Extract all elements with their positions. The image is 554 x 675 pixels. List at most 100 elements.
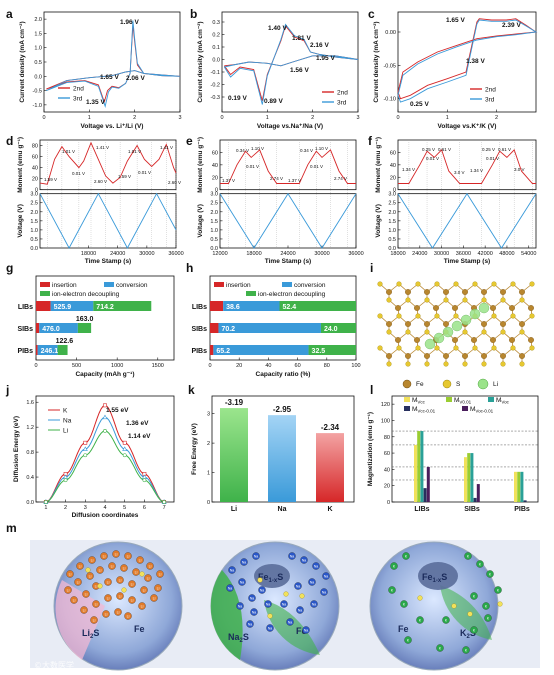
d-bottom-ytick-label: 0.0	[30, 246, 38, 252]
j-point-Na	[82, 446, 88, 451]
na-ion-label: Na	[288, 621, 293, 625]
fe-atom	[405, 321, 411, 327]
na-ion-label: Na	[302, 559, 307, 563]
g-legend-swatch	[104, 282, 114, 287]
na-ion	[250, 608, 258, 616]
k-ion	[462, 646, 470, 654]
j-legend-label: Li	[63, 428, 68, 435]
s-atom	[453, 313, 459, 319]
a-annotation: 2.06 V	[126, 75, 145, 82]
s-dot	[139, 571, 145, 577]
na-ion-label: Na	[266, 603, 271, 607]
a-xtick-label: 2	[133, 115, 136, 121]
s-atom	[424, 297, 430, 303]
d-annotation: 0.01 V	[138, 170, 151, 175]
j-annotation: 1.36 eV	[126, 420, 149, 427]
chart-d: 0 20 40 60 80 0.0 0.5 1.0 1.5 2.0 2.5 3.0 18000 24000…	[17, 137, 184, 265]
fe-atom	[424, 289, 430, 295]
f-top-ytick-label: 40	[390, 163, 396, 169]
e-bottom-ytick-label: 0.5	[210, 237, 218, 243]
k-value-label: -2.95	[273, 405, 292, 414]
na-ion	[280, 600, 288, 608]
li-ion-label: Li	[103, 555, 106, 559]
fe-atom	[414, 305, 420, 311]
na-ion	[246, 620, 254, 628]
j-annotation: 1.14 eV	[128, 433, 151, 440]
j-point-Li	[43, 500, 48, 504]
s-dot	[467, 611, 473, 617]
b-ytick-label: -0.3	[211, 95, 220, 101]
s-atom	[453, 345, 459, 351]
na-ion-label: Na	[290, 555, 295, 559]
li-ion	[70, 596, 78, 604]
d-bottom-ytick-label: 0.5	[30, 237, 38, 243]
a-legend-label: 3rd	[73, 96, 83, 103]
c-xtick-label: 1	[446, 115, 449, 121]
f-top-ytick-label: 60	[390, 150, 396, 156]
a-ytick-label: 0.5	[34, 60, 42, 66]
f-bottom-ytick-label: 1.5	[388, 219, 396, 225]
na-ion-label: Na	[248, 623, 253, 627]
d-xtick-label: 30000	[139, 251, 154, 257]
crystal-structure-panel: Fe S Li	[372, 278, 544, 390]
d-top-ytick-label: 40	[32, 166, 38, 172]
f-annotation: 0.01 V	[426, 156, 439, 161]
c-legend-label: 3rd	[485, 97, 495, 104]
g-bar-PIBs-2	[57, 345, 68, 355]
b-annotation: 0.19 V	[228, 95, 247, 102]
h-decoupling-label: 52.4	[282, 304, 296, 311]
li-ion-label: Li	[117, 611, 120, 615]
na2s-region	[210, 570, 243, 660]
j-xtick-label: 7	[163, 505, 166, 511]
k-ytick-label: 2	[207, 441, 210, 447]
na-ion	[320, 588, 328, 596]
g-bar-SIBs-2	[77, 323, 92, 333]
li-ion	[124, 552, 132, 560]
e-annotation: 1.10 V	[251, 146, 264, 151]
b-xtick-label: 0	[220, 115, 223, 121]
l-legend-swatch	[462, 406, 468, 411]
l-bar-PIBs-1	[517, 471, 521, 502]
f-ylabel-top: Moment (emu g⁻¹)	[375, 137, 382, 193]
k-bar-K	[316, 433, 344, 502]
s-atom	[415, 345, 421, 351]
chart-g: 0 500 1000 1500 LIBs 525.9 714.2 SIBs 476.0 163.0…	[17, 275, 175, 378]
na-ion-label: Na	[324, 575, 329, 579]
a-series-3rd	[46, 20, 181, 108]
k-ytick-label: 3	[207, 412, 210, 418]
s-atom	[443, 297, 449, 303]
a-ytick-label: -1.0	[33, 103, 42, 109]
e-annotation: 1.37 V	[288, 178, 301, 183]
j-series-Li	[45, 430, 165, 503]
li-ion-label: Li	[123, 567, 126, 571]
chart-e: 0 20 40 60 0.0 0.5 1.0 1.5 2.0 2.5 3.0 12000 18000 24…	[197, 137, 364, 265]
chart-c: 0 1 2 -0.10 -0.05 0.00 Voltage vs.K⁺/K (V) Curr…	[373, 11, 538, 130]
li-ion-label: Li	[127, 555, 130, 559]
na-ion	[264, 600, 272, 608]
li-ion	[120, 564, 128, 572]
fe-atom	[443, 289, 449, 295]
li-ion	[102, 610, 110, 618]
li-ion	[124, 612, 132, 620]
na-ion	[294, 582, 302, 590]
s-atom	[453, 281, 459, 287]
f-annotation: 0.25 V	[482, 147, 495, 152]
s-atom	[510, 345, 516, 351]
li-ion-label: Li	[91, 559, 94, 563]
na-ion	[266, 624, 274, 632]
k-ion	[494, 586, 502, 594]
fe-atom	[395, 305, 401, 311]
a-ytick-label: 1.5	[34, 31, 42, 37]
li-ion-label: Li	[139, 559, 142, 563]
li-ion-label: Li	[131, 599, 134, 603]
j-point-K	[83, 440, 88, 445]
g-conversion-label: 476.0	[42, 326, 60, 333]
k-ytick-label: 1	[207, 471, 210, 477]
s-atom	[424, 361, 430, 367]
li-ion	[146, 562, 154, 570]
s-dot	[497, 601, 503, 607]
s-dot	[299, 593, 305, 599]
g-bar-PIBs-1	[37, 345, 58, 355]
h-bar-LIBs-0	[210, 301, 224, 311]
